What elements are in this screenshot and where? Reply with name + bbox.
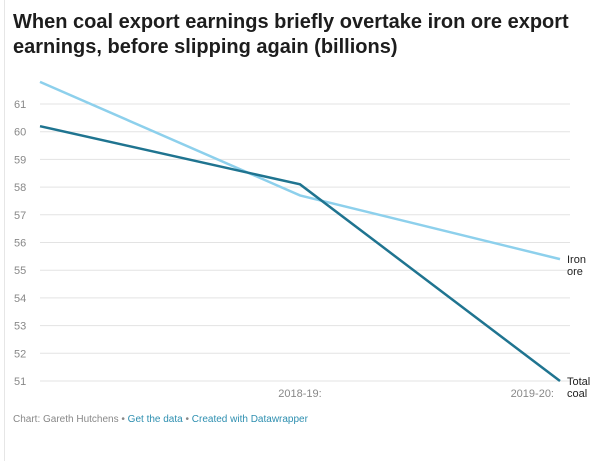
y-tick-label: 56 (14, 238, 26, 250)
y-tick-label: 54 (14, 293, 26, 305)
series-label: ore (567, 266, 583, 278)
datawrapper-link[interactable]: Created with Datawrapper (191, 414, 308, 425)
y-tick-label: 52 (14, 348, 26, 360)
series-label: coal (567, 388, 587, 400)
y-tick-label: 57 (14, 210, 26, 222)
separator: • (182, 414, 192, 425)
separator: • (118, 414, 128, 425)
series-line-total-coal (39, 124, 561, 382)
y-tick-label: 59 (14, 154, 26, 166)
y-tick-label: 55 (14, 265, 26, 277)
frame-border (4, 0, 5, 461)
credit-text: Chart: Gareth Hutchens (13, 414, 119, 425)
series-label: Iron (567, 254, 586, 266)
x-tick-label: 2018-19: (278, 388, 321, 400)
y-tick-label: 60 (14, 127, 26, 139)
series-line-iron-ore (39, 80, 561, 261)
x-tick-label: 2019-20: (511, 388, 554, 400)
get-data-link[interactable]: Get the data (127, 414, 183, 425)
y-tick-label: 58 (14, 182, 26, 194)
series-label: Total (567, 376, 590, 388)
chart-title: When coal export earnings briefly overta… (13, 11, 569, 58)
y-tick-label: 61 (14, 99, 26, 111)
y-tick-label: 53 (14, 321, 26, 333)
y-tick-label: 51 (14, 376, 26, 388)
chart-footer: Chart: Gareth Hutchens • Get the data • … (13, 414, 308, 425)
